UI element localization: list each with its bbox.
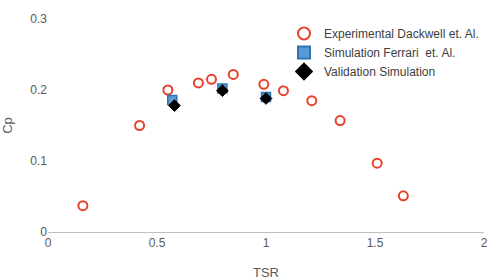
svg-text:TSR: TSR	[253, 265, 279, 280]
svg-text:1: 1	[263, 236, 270, 250]
svg-text:0.1: 0.1	[30, 154, 47, 168]
svg-text:1.5: 1.5	[367, 236, 384, 250]
svg-text:Simulation Ferrari et. Al.: Simulation Ferrari et. Al.	[324, 46, 455, 60]
svg-text:2: 2	[481, 236, 488, 250]
svg-text:0.3: 0.3	[30, 12, 47, 26]
svg-text:0.2: 0.2	[30, 83, 47, 97]
svg-text:0: 0	[40, 225, 47, 239]
svg-text:0: 0	[45, 236, 52, 250]
svg-text:Experimental Dackwell et. Al.: Experimental Dackwell et. Al.	[324, 27, 479, 41]
svg-text:Validation Simulation: Validation Simulation	[324, 65, 435, 79]
svg-text:Cp: Cp	[0, 117, 15, 134]
svg-text:0.5: 0.5	[149, 236, 166, 250]
